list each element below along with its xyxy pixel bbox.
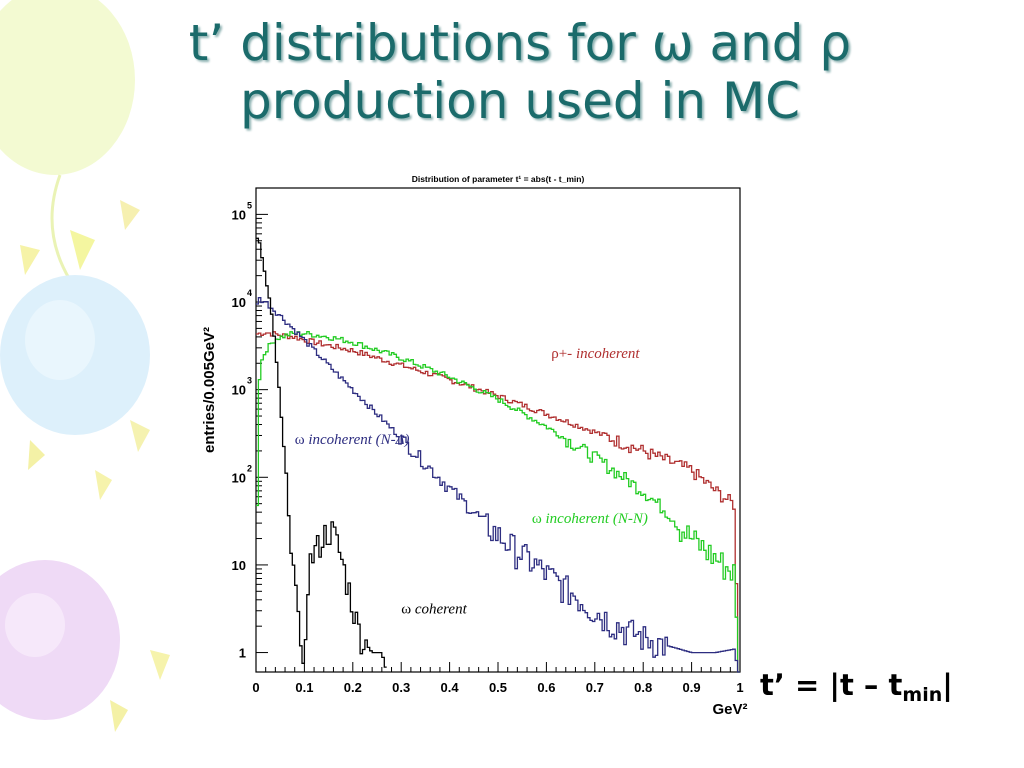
series-line xyxy=(256,330,740,673)
yellow-ray-decoration xyxy=(110,700,128,732)
formula-subscript: min xyxy=(902,684,943,706)
t-prime-distribution-chart: Distribution of parameter t¹ = abs(t - t… xyxy=(201,174,748,718)
slide-title-line-1: t’ distributions for ω and ρ xyxy=(188,14,852,72)
y-tick-label: 10 xyxy=(232,207,246,222)
x-tick-label: 0.6 xyxy=(537,680,555,695)
slide-title-line-2: production used in MC xyxy=(239,72,801,130)
series-label: ρ+- incoherent xyxy=(551,346,640,362)
purple-balloon-highlight xyxy=(5,593,65,657)
yellow-ray-decoration xyxy=(120,200,140,230)
yellow-ray-decoration xyxy=(28,440,45,470)
yellow-ray-decoration xyxy=(95,470,112,500)
y-tick-exponent: 3 xyxy=(247,376,252,386)
formula-end: | xyxy=(942,668,953,702)
yellow-ray-decoration xyxy=(20,245,40,275)
series-label-symbol: ω xyxy=(401,601,411,617)
yellow-ray-decoration xyxy=(130,420,150,452)
yellow-balloon-decoration xyxy=(0,0,135,175)
x-tick-label: 1 xyxy=(736,680,743,695)
t-prime-formula: t’ = |t – tmin| xyxy=(760,668,953,706)
series-label: ω incoherent (N-Δ) xyxy=(295,432,410,448)
blue-balloon-highlight xyxy=(25,300,95,380)
yellow-ray-decoration xyxy=(150,650,170,680)
y-axis-label: entries/0.005GeV² xyxy=(201,327,218,453)
series-label-symbol: ω xyxy=(295,432,305,448)
y-tick-exponent: 4 xyxy=(247,288,252,298)
series-label-text: incoherent (N-Δ) xyxy=(305,432,410,448)
series-label-text: incoherent xyxy=(572,346,640,362)
x-tick-label: 0.7 xyxy=(586,680,604,695)
x-tick-label: 0.3 xyxy=(392,680,410,695)
yellow-ray-decoration xyxy=(70,230,95,270)
series-line xyxy=(256,331,740,673)
chart-title: Distribution of parameter t¹ = abs(t - t… xyxy=(412,174,585,184)
slide-title: t’ distributions for ω and ρ production … xyxy=(60,14,980,130)
series-label-symbol: ω xyxy=(532,511,542,527)
series-label-text: incoherent (N-N) xyxy=(542,511,648,527)
y-tick-exponent: 2 xyxy=(247,463,252,473)
y-tick-label: 10 xyxy=(232,558,246,573)
y-tick-label: 10 xyxy=(232,383,246,398)
x-tick-label: 0.8 xyxy=(634,680,652,695)
plot-frame xyxy=(255,187,741,673)
series-label-symbol: ρ+- xyxy=(551,346,572,362)
y-tick-label: 1 xyxy=(239,646,246,661)
series-line xyxy=(256,237,387,668)
y-tick-label: 10 xyxy=(232,295,246,310)
x-tick-label: 0.4 xyxy=(441,680,460,695)
y-tick-label: 10 xyxy=(232,470,246,485)
x-tick-label: 0.9 xyxy=(683,680,701,695)
series-line xyxy=(256,297,740,673)
x-tick-label: 0.5 xyxy=(489,680,507,695)
y-tick-exponent: 5 xyxy=(247,200,252,210)
x-tick-label: 0 xyxy=(252,680,259,695)
x-tick-label: 0.2 xyxy=(344,680,362,695)
x-tick-label: 0.1 xyxy=(295,680,313,695)
formula-main: t’ = |t – t xyxy=(760,668,903,702)
series-label-text: coherent xyxy=(411,601,468,617)
series-label: ω coherent xyxy=(401,601,467,617)
x-axis-label: GeV² xyxy=(712,701,747,718)
series-label: ω incoherent (N-N) xyxy=(532,511,648,527)
